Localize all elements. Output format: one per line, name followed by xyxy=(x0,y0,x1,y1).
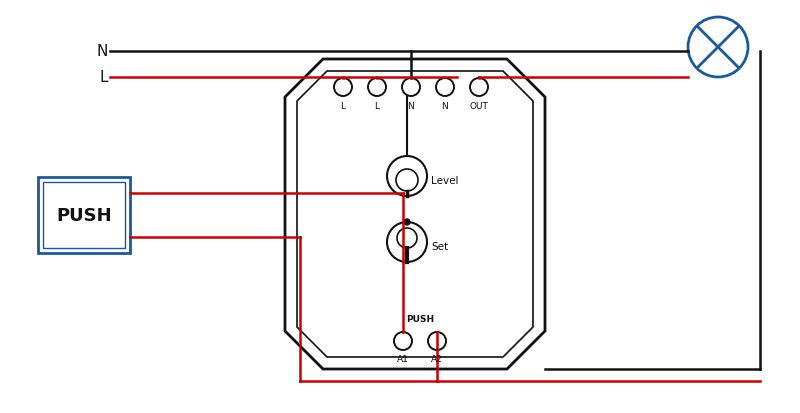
Text: PUSH: PUSH xyxy=(56,206,112,224)
Text: L: L xyxy=(374,102,379,111)
Text: L: L xyxy=(99,70,108,85)
Text: L: L xyxy=(341,102,346,111)
Text: Level: Level xyxy=(431,176,458,185)
Text: PUSH: PUSH xyxy=(406,314,434,323)
Text: N: N xyxy=(97,44,108,59)
Circle shape xyxy=(404,219,410,225)
Text: Set: Set xyxy=(431,242,448,252)
Text: A1: A1 xyxy=(397,354,409,363)
Text: N: N xyxy=(442,102,448,111)
Text: OUT: OUT xyxy=(470,102,489,111)
Text: A2: A2 xyxy=(431,354,443,363)
Text: N: N xyxy=(408,102,414,111)
